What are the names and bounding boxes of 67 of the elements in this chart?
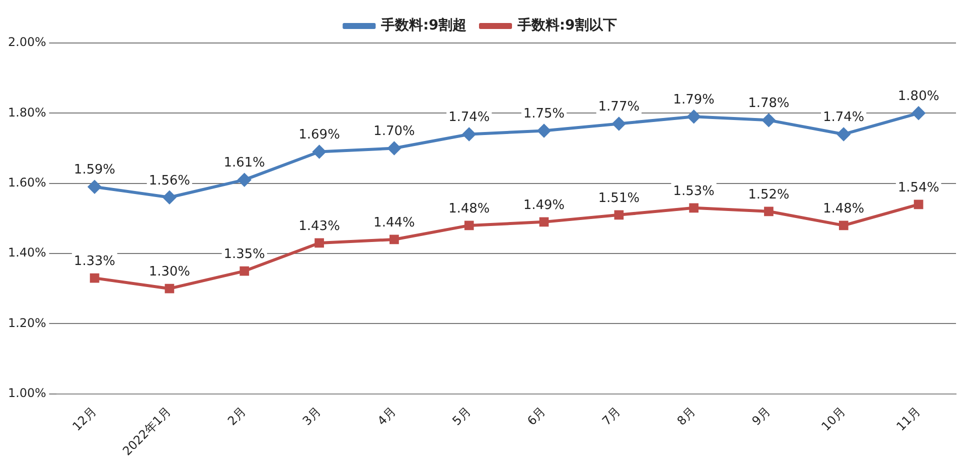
data-label: 1.74% [448,110,490,126]
data-label: 1.80% [898,89,940,104]
legend-label: 手数料:9割超 [380,16,467,34]
y-tick-label: 1.60% [8,175,46,190]
data-label: 1.77% [598,100,640,115]
point [312,145,326,158]
point [90,273,100,283]
x-tick-label: 5月 [450,404,474,428]
point [164,284,174,294]
x-tick-label: 6月 [524,404,548,428]
data-label: 1.35% [224,246,266,262]
y-tick-label: 1.40% [8,246,46,260]
x-tick-label: 4月 [374,404,399,428]
point [914,200,924,210]
y-tick-label: 1.80% [8,105,46,120]
data-label: 1.49% [523,198,565,213]
data-label: 1.74% [822,110,864,126]
point [238,173,251,186]
data-label: 1.56% [148,173,190,188]
data-label: 1.54% [898,180,940,196]
data-label: 1.59% [74,162,116,178]
data-label: 1.52% [748,187,790,202]
y-tick-label: 1.00% [8,386,46,400]
legend-label: 手数料:9割以下 [516,16,617,34]
point [538,124,551,138]
x-tick-label: 8月 [674,404,698,428]
data-label: 1.48% [448,201,490,216]
point [162,190,176,204]
point [314,238,324,248]
point [388,142,401,155]
y-tick-label: 2.00% [8,35,46,50]
data-label: 1.43% [298,218,340,234]
point [462,128,476,141]
point [539,217,549,227]
y-tick-label: 1.20% [8,316,46,330]
data-label: 1.61% [224,156,266,171]
x-tick-label: 10月 [818,404,848,434]
point [689,203,699,213]
point [612,117,626,130]
point [390,234,399,244]
x-tick-label: 2月 [224,404,249,428]
data-label: 1.70% [374,124,415,140]
x-tick-label: 11月 [894,404,923,434]
point [687,110,700,124]
x-tick-label: 3月 [300,404,324,428]
point [614,210,624,220]
data-label: 1.51% [598,190,640,206]
x-tick-label: 9月 [749,404,774,428]
point [837,128,850,141]
point [912,106,926,120]
data-label: 1.53% [673,184,714,199]
point [240,266,250,276]
data-label: 1.75% [523,106,565,122]
x-tick-label: 12月 [70,404,99,434]
data-label: 1.30% [148,264,190,280]
point [764,206,774,216]
point [88,180,102,194]
point [464,220,474,230]
data-label: 1.79% [673,92,714,108]
data-label: 1.48% [822,201,864,216]
data-label: 1.78% [748,96,790,112]
point [838,220,848,230]
data-label: 1.44% [374,215,415,230]
x-tick-label: 7月 [599,404,624,428]
data-label: 1.69% [298,128,340,143]
point [762,114,776,127]
data-label: 1.33% [74,254,116,269]
